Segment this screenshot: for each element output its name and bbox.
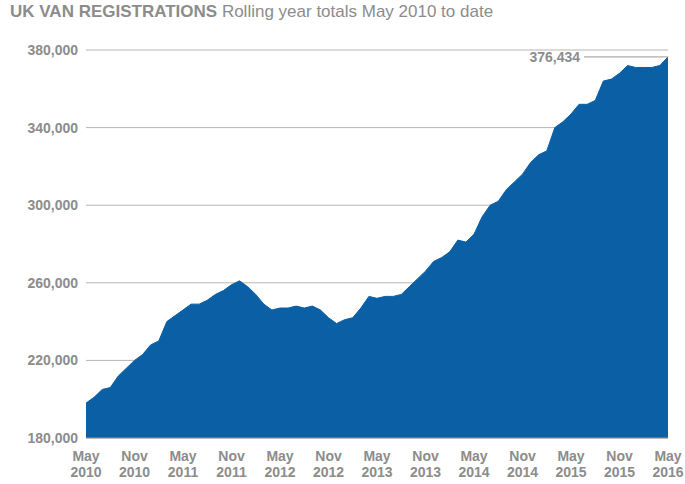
svg-text:Nov2015: Nov2015 bbox=[604, 448, 635, 480]
svg-text:260,000: 260,000 bbox=[27, 275, 78, 291]
svg-text:Nov2012: Nov2012 bbox=[313, 448, 344, 480]
svg-text:380,000: 380,000 bbox=[27, 42, 78, 58]
svg-text:May2010: May2010 bbox=[70, 448, 101, 480]
svg-text:Nov2014: Nov2014 bbox=[507, 448, 538, 480]
svg-text:May2012: May2012 bbox=[264, 448, 295, 480]
svg-text:376,434: 376,434 bbox=[529, 49, 580, 65]
svg-text:Nov2010: Nov2010 bbox=[119, 448, 150, 480]
svg-text:180,000: 180,000 bbox=[27, 430, 78, 446]
svg-text:May2016: May2016 bbox=[652, 448, 677, 480]
svg-text:Nov2011: Nov2011 bbox=[216, 448, 247, 480]
svg-text:220,000: 220,000 bbox=[27, 352, 78, 368]
svg-text:May2015: May2015 bbox=[555, 448, 586, 480]
svg-text:Nov2013: Nov2013 bbox=[410, 448, 441, 480]
svg-text:May2013: May2013 bbox=[361, 448, 392, 480]
svg-text:May2014: May2014 bbox=[458, 448, 489, 480]
svg-text:340,000: 340,000 bbox=[27, 120, 78, 136]
html-text:UK VAN REGISTRATIONS Rolling y: UK VAN REGISTRATIONS Rolling year totals… bbox=[10, 2, 494, 21]
svg-text:300,000: 300,000 bbox=[27, 197, 78, 213]
svg-text:May2011: May2011 bbox=[168, 448, 199, 480]
